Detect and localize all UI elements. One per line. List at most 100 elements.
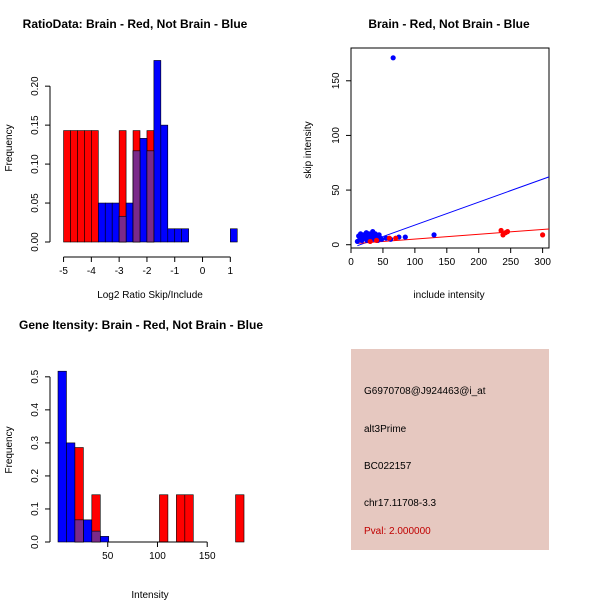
scatter-xlabel: include intensity [413, 290, 484, 301]
ratio-histogram-ylabel: Frequency [4, 124, 15, 171]
intensity_hist-x-tick-label-0: 50 [102, 551, 114, 562]
ratio_hist-bar-not-brain-0 [98, 202, 106, 243]
intensity_hist-bar-brain-3 [176, 494, 186, 543]
scatter-point-brain-4 [498, 227, 504, 234]
scatter-x-tick-label-2: 100 [407, 257, 424, 268]
ratio_hist-bar-not-brain-11 [174, 228, 182, 243]
ratio_hist-bar-brain-2 [77, 130, 85, 243]
scatter-point-brain-0 [367, 238, 373, 245]
scatter-x-tick-label-1: 50 [377, 257, 389, 268]
scatter-title: Brain - Red, Not Brain - Blue [368, 17, 530, 31]
ratio_hist-y-tick-label-1: 0.05 [30, 193, 41, 213]
ratio_hist-bar-not-brain-8 [153, 60, 162, 243]
ratio-histogram-y-axis: 0.00 0.05 0.10 0.15 0.20 [30, 76, 51, 252]
intensity_hist-y-tick-label-2: 0.2 [30, 469, 41, 483]
ratio-histogram-x-axis: -5 -4 -3 -2 -1 0 1 [59, 256, 234, 277]
event-type-label: alt3Prime [364, 424, 407, 435]
intensity_hist-bar-brain-5 [235, 494, 245, 543]
ratio_hist-x-tick-label-5: 0 [200, 266, 206, 277]
ratio_hist-bar-not-brain-6 [139, 138, 148, 243]
ratio-histogram-xlabel: Log2 Ratio Skip/Include [97, 290, 203, 301]
ratio_hist-x-tick-label-0: -5 [59, 266, 68, 277]
intensity_hist-bar-not-brain-3 [83, 519, 93, 543]
pval-label: Pval: 2.000000 [364, 526, 431, 537]
intensity-histogram-xlabel: Intensity [131, 590, 168, 600]
ratio_hist-x-tick-label-3: -2 [142, 266, 151, 277]
intensity-histogram-bars [57, 370, 245, 543]
scatter-y-tick-label-1: 50 [331, 184, 342, 196]
ratio_hist-bar-brain-3 [84, 130, 92, 243]
ratio_hist-x-tick-label-6: 1 [228, 266, 234, 277]
ratio-histogram-title: RatioData: Brain - Red, Not Brain - Blue [23, 17, 248, 31]
accession-label: BC022157 [364, 461, 412, 472]
ratio_hist-bar-not-brain-4 [125, 202, 134, 243]
scatter-x-tick-label-0: 0 [348, 257, 354, 268]
scatter-ylabel: skip intensity [303, 121, 314, 178]
intensity_hist-bar-not-brain-0 [57, 370, 67, 543]
scatter-x-tick-label-4: 200 [470, 257, 487, 268]
intensity-histogram-x-axis: 50 100 150 [102, 541, 216, 562]
ratio_hist-y-tick-label-0: 0.00 [30, 232, 41, 252]
intensity_hist-x-tick-label-1: 100 [149, 551, 166, 562]
gene-info-box: G6970708@J924463@i_at alt3Prime BC022157… [351, 349, 549, 550]
ratio-histogram-panel: RatioData: Brain - Red, Not Brain - Blue… [4, 17, 248, 301]
ratio_hist-bar-overlap-6 [132, 150, 141, 243]
intensity_hist-y-tick-label-3: 0.3 [30, 436, 41, 450]
scatter-x-tick-label-6: 300 [534, 257, 551, 268]
ratio_hist-y-tick-label-4: 0.20 [30, 76, 41, 96]
ratio_hist-x-tick-label-4: -1 [170, 266, 179, 277]
ratio_hist-x-tick-label-1: -4 [87, 266, 96, 277]
intensity_hist-bar-not-brain-1 [66, 442, 76, 543]
intensity_hist-bar-overlap-2 [74, 519, 84, 543]
scatter-point-brain-3 [393, 235, 399, 241]
intensity_hist-bar-overlap-4 [91, 530, 101, 543]
scatter-fit-lines [357, 176, 550, 247]
intensity_hist-y-tick-label-1: 0.1 [30, 502, 41, 516]
intensity_hist-bar-brain-4 [184, 494, 194, 543]
scatter-y-axis: 0 50 100 150 [331, 72, 351, 248]
ratio-histogram-bars [63, 60, 238, 243]
scatter-fit-line-blue [357, 176, 550, 247]
scatter-points [354, 55, 546, 245]
scatter-y-tick-label-3: 150 [331, 72, 342, 89]
intensity-histogram-ylabel: Frequency [4, 426, 15, 473]
scatter-x-tick-label-5: 250 [502, 257, 519, 268]
ratio_hist-bar-overlap-7 [146, 150, 155, 243]
ratio_hist-bar-not-brain-2 [111, 202, 120, 243]
scatter-point-not-brain-27 [402, 234, 408, 240]
ratio_hist-y-tick-label-3: 0.15 [30, 115, 41, 135]
scatter-x-tick-label-3: 150 [438, 257, 455, 268]
ratio_hist-bar-not-brain-1 [104, 202, 113, 243]
scatter-x-axis: 0 50 100 150 200 250 300 [348, 248, 551, 268]
ratio_hist-bar-not-brain-12 [181, 228, 189, 243]
scatter-y-tick-label-2: 100 [331, 127, 342, 144]
probe-id-label: G6970708@J924463@i_at [364, 386, 486, 397]
ratio_hist-bar-not-brain-13 [230, 228, 238, 243]
scatter-plot-frame [350, 47, 550, 249]
ratio_hist-bar-overlap-5 [118, 215, 127, 243]
intensity_hist-x-tick-label-2: 150 [199, 551, 216, 562]
scatter-point-brain-2 [386, 235, 392, 241]
intensity_hist-y-tick-label-4: 0.4 [30, 402, 41, 416]
ratio_hist-bar-brain-4 [91, 130, 99, 243]
ratio_hist-bar-not-brain-9 [160, 124, 169, 243]
scatter-point-brain-1 [373, 237, 380, 243]
scatter-y-tick-label-0: 0 [331, 242, 342, 248]
scatter-point-not-brain-28 [431, 232, 437, 238]
scatter-point-brain-8 [540, 232, 546, 238]
ratio_hist-x-tick-label-2: -3 [115, 266, 124, 277]
intensity-histogram-panel: Gene Itensity: Brain - Red, Not Brain - … [4, 318, 263, 600]
intensity-histogram-title: Gene Itensity: Brain - Red, Not Brain - … [19, 318, 263, 332]
intensity_hist-y-tick-label-0: 0.0 [30, 535, 41, 549]
ratio_hist-bar-brain-0 [63, 130, 71, 243]
scatter-point-brain-7 [504, 229, 511, 235]
intensity-scatter-panel: Brain - Red, Not Brain - Blue include in… [303, 17, 551, 301]
intensity_hist-bar-brain-2 [159, 494, 169, 543]
scatter-point-not-brain-25 [390, 55, 396, 61]
locus-label: chr17.11708-3.3 [364, 498, 437, 509]
intensity-histogram-y-axis: 0.0 0.1 0.2 0.3 0.4 0.5 [30, 369, 51, 549]
intensity_hist-bar-not-brain-5 [99, 536, 110, 543]
ratio_hist-bar-brain-1 [70, 130, 78, 243]
ratio_hist-bar-not-brain-10 [167, 228, 176, 243]
